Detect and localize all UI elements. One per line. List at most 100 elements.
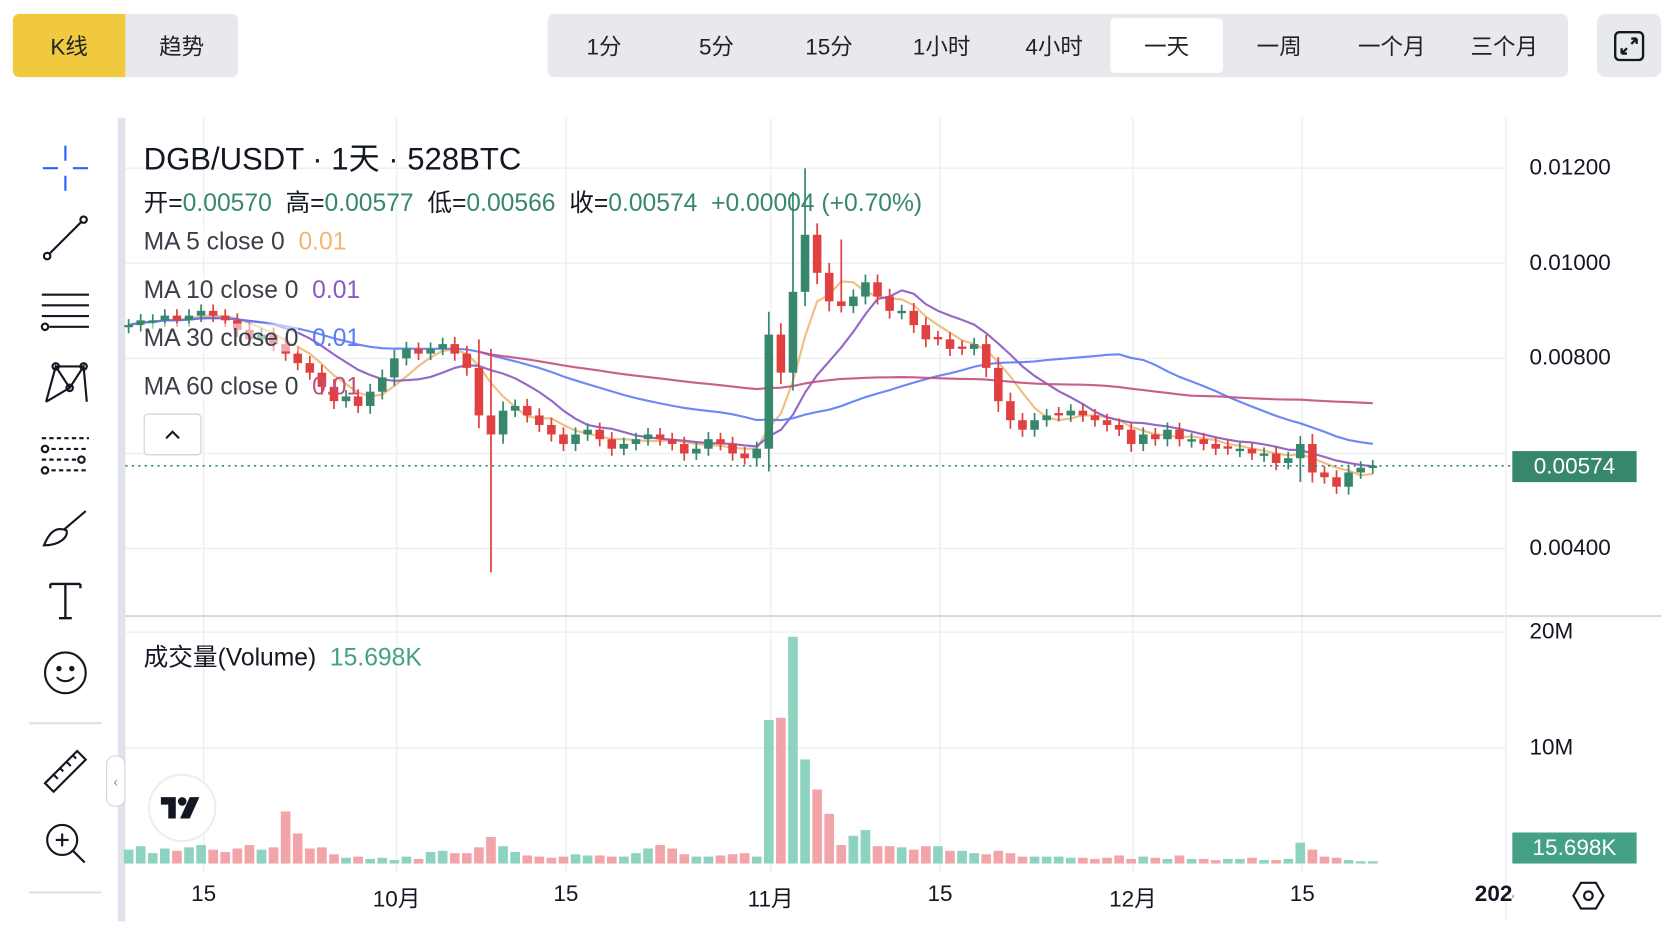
fib-tool[interactable] bbox=[39, 284, 93, 338]
candle-body bbox=[438, 344, 447, 349]
interval-1m[interactable]: 1分 bbox=[586, 34, 622, 60]
volume-bar bbox=[1343, 860, 1354, 864]
candle-body bbox=[1332, 477, 1341, 487]
volume-bar bbox=[256, 849, 267, 864]
tab-kline[interactable]: K线 bbox=[12, 13, 126, 78]
tradingview-logo[interactable] bbox=[150, 775, 215, 840]
volume-bar bbox=[1114, 855, 1124, 864]
candle-body bbox=[679, 443, 689, 454]
candle-body bbox=[776, 334, 786, 373]
candle-body bbox=[1259, 453, 1269, 456]
volume-bar bbox=[1017, 856, 1028, 864]
candle-body bbox=[1308, 443, 1317, 473]
candle-body bbox=[1090, 415, 1100, 421]
interval-5m[interactable]: 5分 bbox=[698, 34, 735, 60]
time-tick: 15 bbox=[553, 881, 579, 907]
volume-bar bbox=[594, 855, 605, 864]
measure-tool[interactable] bbox=[39, 745, 93, 799]
candle-body bbox=[704, 439, 713, 449]
candle-body bbox=[1151, 434, 1160, 440]
collapse-toolbar-handle[interactable]: ‹ bbox=[106, 755, 126, 807]
volume-bar bbox=[1186, 858, 1197, 864]
interval-1d[interactable]: 一天 bbox=[1110, 18, 1223, 73]
ma10-line bbox=[128, 289, 1373, 468]
volume-bar bbox=[1198, 858, 1209, 864]
ma5-legend[interactable]: MA 5 close 0 0.01 bbox=[143, 227, 346, 256]
candle-body bbox=[426, 348, 435, 354]
ma10-legend[interactable]: MA 10 close 0 0.01 bbox=[143, 275, 360, 304]
candle-body bbox=[655, 434, 665, 440]
interval-15m[interactable]: 15分 bbox=[805, 34, 853, 60]
volume-bar bbox=[292, 833, 303, 864]
close-value: 0.00574 bbox=[608, 188, 698, 217]
volume-bar bbox=[836, 845, 847, 864]
open-value: 0.00570 bbox=[182, 188, 272, 217]
ma60-line bbox=[478, 350, 1373, 405]
candle-body bbox=[1078, 410, 1088, 416]
interval-4h[interactable]: 4小时 bbox=[1025, 34, 1083, 60]
ma60-legend[interactable]: MA 60 close 0 0.01 bbox=[143, 371, 360, 401]
candle-body bbox=[462, 353, 472, 368]
tab-trend[interactable]: 趋势 bbox=[125, 13, 238, 78]
candle-body bbox=[547, 424, 556, 435]
interval-3mo[interactable]: 三个月 bbox=[1470, 34, 1539, 60]
candle-body bbox=[921, 325, 931, 340]
volume-bar bbox=[606, 856, 617, 864]
candle-body bbox=[740, 453, 749, 459]
zoom-in-tool[interactable] bbox=[39, 816, 93, 870]
ma-label: MA 30 close 0 bbox=[143, 323, 299, 352]
volume-bar bbox=[425, 851, 436, 864]
volume-bar bbox=[401, 856, 412, 864]
candle-body bbox=[184, 315, 194, 321]
candle-body bbox=[945, 339, 955, 349]
trendline-tool[interactable] bbox=[39, 211, 93, 265]
candle-body bbox=[692, 448, 701, 454]
candle-body bbox=[837, 301, 846, 307]
volume-bar bbox=[474, 847, 484, 864]
interval-1mo[interactable]: 一个月 bbox=[1357, 34, 1426, 60]
volume-bar bbox=[800, 759, 810, 864]
volume-bar bbox=[486, 836, 496, 864]
candle-body bbox=[136, 320, 145, 326]
ma-label: MA 10 close 0 bbox=[143, 275, 299, 304]
expand-icon bbox=[1614, 30, 1645, 61]
candle-body bbox=[293, 353, 303, 364]
volume-bar bbox=[534, 856, 545, 864]
text-tool[interactable] bbox=[39, 573, 93, 627]
candle-body bbox=[1018, 420, 1027, 430]
volume-bar bbox=[1029, 856, 1040, 864]
ma30-legend[interactable]: MA 30 close 0 0.01 bbox=[143, 323, 360, 353]
volume-bar bbox=[232, 848, 243, 864]
volume-bar bbox=[558, 856, 569, 864]
chart-settings-button[interactable] bbox=[1571, 879, 1605, 913]
candle-body bbox=[981, 344, 991, 368]
fullscreen-button[interactable] bbox=[1596, 13, 1662, 78]
candle-body bbox=[474, 367, 484, 416]
volume-bar bbox=[196, 845, 206, 864]
volume-bar bbox=[329, 854, 339, 864]
candle-body bbox=[1163, 429, 1172, 440]
pattern-tool[interactable] bbox=[39, 356, 93, 410]
ma30-line bbox=[128, 316, 1373, 445]
volume-bar bbox=[1283, 858, 1294, 864]
prediction-tool[interactable] bbox=[39, 429, 93, 483]
candle-body bbox=[317, 372, 327, 387]
collapse-legend-button[interactable] bbox=[143, 413, 202, 456]
emoji-tool[interactable] bbox=[39, 646, 93, 700]
volume-bar bbox=[1138, 856, 1149, 864]
zoom-in-icon bbox=[46, 823, 86, 864]
interval-1h[interactable]: 1小时 bbox=[912, 34, 971, 60]
volume-bar bbox=[389, 860, 400, 864]
volume-bar bbox=[703, 856, 714, 864]
volume-bar bbox=[123, 849, 134, 864]
crosshair-tool[interactable] bbox=[39, 141, 93, 195]
volume-bar bbox=[860, 829, 871, 864]
brush-tool[interactable] bbox=[39, 500, 93, 554]
candle-body bbox=[498, 410, 508, 435]
candle-body bbox=[969, 344, 979, 349]
interval-1w[interactable]: 一周 bbox=[1256, 34, 1302, 60]
interval-selector: 1分 5分 15分 1小时 4小时 一天 一周 一个月 三个月 bbox=[547, 13, 1569, 78]
candle-body bbox=[728, 443, 737, 454]
candle-body bbox=[196, 310, 206, 316]
